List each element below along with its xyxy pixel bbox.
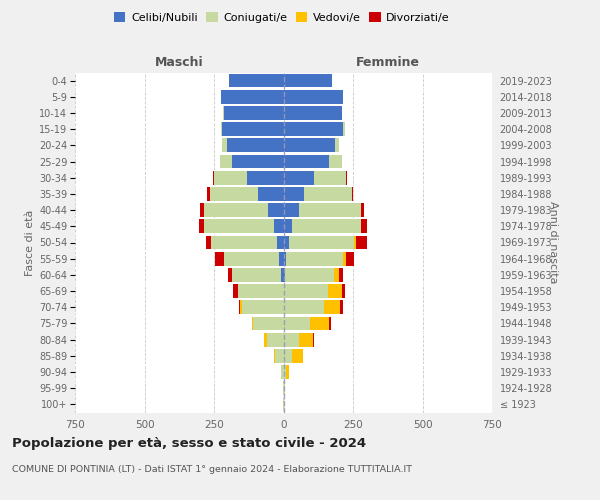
Bar: [292, 349, 303, 362]
Bar: [221, 122, 223, 136]
Bar: [268, 203, 284, 217]
Text: Femmine: Femmine: [356, 56, 420, 70]
Bar: [275, 349, 284, 362]
Bar: [284, 349, 292, 362]
Bar: [221, 90, 284, 104]
Bar: [233, 284, 238, 298]
Bar: [284, 220, 292, 233]
Bar: [215, 252, 224, 266]
Text: COMUNE DI PONTINIA (LT) - Dati ISTAT 1° gennaio 2024 - Elaborazione TUTTITALIA.I: COMUNE DI PONTINIA (LT) - Dati ISTAT 1° …: [12, 466, 412, 474]
Bar: [310, 316, 329, 330]
Bar: [361, 220, 367, 233]
Bar: [284, 300, 324, 314]
Bar: [286, 252, 343, 266]
Bar: [329, 316, 331, 330]
Bar: [264, 333, 267, 346]
Bar: [281, 268, 284, 282]
Bar: [247, 171, 284, 184]
Bar: [334, 268, 339, 282]
Bar: [361, 203, 364, 217]
Y-axis label: Anni di nascita: Anni di nascita: [548, 201, 558, 283]
Bar: [274, 349, 275, 362]
Bar: [340, 300, 343, 314]
Bar: [284, 252, 286, 266]
Bar: [324, 300, 340, 314]
Bar: [283, 382, 284, 395]
Bar: [223, 122, 284, 136]
Bar: [356, 236, 367, 250]
Bar: [284, 365, 286, 379]
Bar: [212, 171, 214, 184]
Bar: [242, 300, 284, 314]
Bar: [200, 203, 204, 217]
Bar: [280, 252, 284, 266]
Bar: [277, 236, 284, 250]
Bar: [284, 122, 343, 136]
Text: Popolazione per età, sesso e stato civile - 2024: Popolazione per età, sesso e stato civil…: [12, 438, 366, 450]
Bar: [343, 252, 346, 266]
Bar: [299, 333, 313, 346]
Bar: [346, 252, 355, 266]
Bar: [210, 187, 259, 201]
Bar: [267, 333, 284, 346]
Bar: [238, 284, 284, 298]
Bar: [284, 154, 329, 168]
Bar: [284, 90, 343, 104]
Bar: [204, 220, 274, 233]
Bar: [204, 203, 268, 217]
Bar: [352, 187, 353, 201]
Bar: [228, 268, 232, 282]
Bar: [342, 284, 344, 298]
Bar: [285, 268, 334, 282]
Bar: [284, 74, 332, 88]
Bar: [239, 300, 241, 314]
Legend: Celibi/Nubili, Coniugati/e, Vedovi/e, Divorziati/e: Celibi/Nubili, Coniugati/e, Vedovi/e, Di…: [110, 8, 454, 28]
Bar: [227, 138, 284, 152]
Bar: [284, 236, 289, 250]
Bar: [335, 138, 339, 152]
Bar: [206, 236, 211, 250]
Bar: [232, 154, 284, 168]
Bar: [224, 252, 280, 266]
Bar: [199, 220, 204, 233]
Bar: [284, 171, 314, 184]
Bar: [229, 74, 284, 88]
Bar: [328, 284, 342, 298]
Bar: [355, 236, 356, 250]
Bar: [207, 187, 210, 201]
Bar: [289, 236, 355, 250]
Bar: [224, 106, 284, 120]
Bar: [220, 154, 232, 168]
Bar: [232, 268, 281, 282]
Bar: [241, 300, 242, 314]
Bar: [299, 203, 361, 217]
Bar: [223, 138, 227, 152]
Bar: [329, 154, 342, 168]
Bar: [343, 122, 344, 136]
Bar: [284, 333, 299, 346]
Bar: [304, 187, 352, 201]
Bar: [313, 333, 314, 346]
Bar: [281, 365, 284, 379]
Bar: [339, 268, 343, 282]
Bar: [284, 106, 342, 120]
Bar: [284, 316, 310, 330]
Bar: [259, 187, 284, 201]
Bar: [214, 171, 247, 184]
Bar: [284, 187, 304, 201]
Text: Maschi: Maschi: [155, 56, 203, 70]
Bar: [251, 316, 253, 330]
Bar: [284, 268, 285, 282]
Bar: [346, 171, 347, 184]
Bar: [314, 171, 346, 184]
Bar: [292, 220, 361, 233]
Bar: [284, 284, 328, 298]
Bar: [253, 316, 284, 330]
Bar: [286, 365, 289, 379]
Y-axis label: Fasce di età: Fasce di età: [25, 210, 35, 276]
Bar: [274, 220, 284, 233]
Bar: [284, 203, 299, 217]
Bar: [211, 236, 277, 250]
Bar: [284, 138, 335, 152]
